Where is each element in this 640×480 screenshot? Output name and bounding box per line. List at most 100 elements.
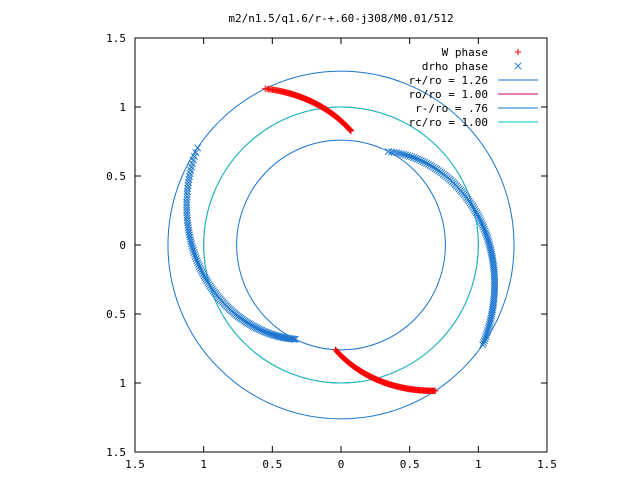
drho-phase-point: [486, 318, 494, 326]
drho-phase-point: [183, 201, 191, 209]
drho-phase-point: [273, 332, 281, 340]
drho-phase-point: [485, 320, 493, 328]
drho-phase-point: [488, 250, 496, 258]
drho-phase-point: [194, 259, 202, 267]
y-tick-label: 0: [119, 239, 126, 252]
y-tick-label: 1: [119, 377, 126, 390]
drho-phase-point: [484, 236, 492, 244]
drho-phase-point: [479, 341, 487, 349]
drho-phase-point: [187, 238, 195, 246]
drho-phase-point: [195, 262, 203, 271]
drho-phase-point: [474, 212, 482, 220]
x-tick-label: 0.5: [400, 458, 420, 471]
drho-phase-point: [254, 324, 262, 333]
x-tick-label: 1.5: [125, 458, 145, 471]
legend-label: rc/ro = 1.00: [409, 116, 488, 129]
drho-phase-point: [191, 253, 199, 261]
drho-phase-point: [192, 149, 200, 157]
drho-phase-point: [489, 256, 497, 264]
circle-1: [167, 70, 515, 420]
drho-phase-point: [412, 154, 420, 162]
circle-2: [203, 106, 479, 384]
drho-phase-point: [486, 244, 494, 252]
drho-phase-point: [262, 328, 270, 336]
drho-phase-point: [291, 335, 299, 343]
drho-phase-point: [482, 231, 490, 239]
legend-label: drho phase: [422, 60, 488, 73]
drho-phase-point: [191, 250, 199, 259]
drho-phase-point: [183, 198, 191, 206]
drho-phase-point: [415, 156, 423, 164]
drho-phase-point: [384, 147, 392, 156]
drho-phase-point: [256, 326, 264, 334]
drho-phase-point: [479, 339, 488, 347]
drho-phase-point: [487, 312, 495, 320]
drho-phase-point: [261, 328, 269, 336]
drho-phase-point: [183, 187, 191, 195]
drho-phase-point: [193, 257, 201, 265]
drho-phase-point: [192, 255, 200, 263]
drho-phase-point: [478, 219, 486, 228]
drho-phase-point: [484, 234, 492, 243]
drho-phase-point: [404, 151, 412, 160]
drho-phase-point: [258, 326, 266, 335]
drho-phase-point: [424, 160, 433, 168]
x-tick-label: 1: [200, 458, 207, 471]
drho-phase-point: [276, 333, 284, 341]
drho-phase-point: [471, 207, 480, 215]
drho-phase-point: [397, 150, 405, 158]
drho-phase-point: [488, 310, 496, 318]
drho-phase-point: [410, 153, 418, 162]
drho-phase-point: [487, 248, 495, 256]
drho-phase-point: [426, 161, 434, 169]
chart-title: m2/n1.5/q1.6/r-+.60-j308/M0.01/512: [228, 12, 453, 25]
drho-phase-point: [288, 335, 297, 343]
reference-circles: [167, 70, 515, 420]
legend-label: W phase: [442, 46, 488, 59]
drho-phase-point: [419, 158, 427, 166]
drho-phase-point: [255, 325, 263, 333]
drho-phase-point: [482, 331, 490, 339]
x-tick-label: 0.5: [262, 458, 282, 471]
drho-phase-point: [196, 264, 204, 272]
drho-phase-point: [188, 242, 196, 250]
drho-phase-point: [259, 327, 267, 335]
drho-phase-point: [263, 329, 272, 337]
x-tick-label: 1: [475, 458, 482, 471]
drho-phase-point: [488, 252, 496, 260]
drho-phase-point: [479, 221, 487, 229]
drho-phase-point: [485, 240, 493, 248]
plot-axes: 1.5 1 0.5 0 0.5 1 1.51.510.500.511.5: [106, 32, 557, 471]
phase-markers: [183, 85, 499, 395]
drho-phase-point: [487, 246, 495, 254]
drho-phase-point: [485, 238, 493, 246]
drho-phase-point: [200, 272, 208, 280]
drho-phase-point: [399, 150, 408, 158]
drho-phase-point: [480, 225, 488, 233]
drho-phase-point: [277, 333, 286, 341]
circle-3: [236, 139, 446, 351]
drho-phase-point: [475, 214, 483, 222]
drho-phase-point: [201, 273, 209, 282]
drho-phase-point: [408, 153, 416, 161]
drho-phase-point: [183, 190, 191, 198]
drho-phase-point: [190, 248, 198, 256]
y-tick-label: 0.5: [106, 308, 126, 321]
drho-phase-point: [183, 204, 191, 212]
drho-phase-point: [265, 329, 273, 337]
legend-label: ro/ro = 1.00: [409, 88, 488, 101]
drho-phase-point: [483, 233, 491, 241]
drho-phase-point: [423, 159, 431, 167]
drho-phase-point: [269, 331, 277, 339]
drho-phase-point: [486, 316, 495, 324]
drho-phase-point: [477, 218, 485, 226]
y-tick-label: 1.5: [106, 446, 126, 459]
drho-phase-point: [483, 329, 491, 337]
drho-phase-point: [479, 223, 487, 231]
drho-phase-point: [183, 196, 191, 204]
drho-phase-point: [268, 330, 276, 338]
drho-phase-point: [184, 181, 192, 190]
drho-phase-point: [290, 335, 298, 343]
drho-phase-point: [272, 332, 280, 340]
